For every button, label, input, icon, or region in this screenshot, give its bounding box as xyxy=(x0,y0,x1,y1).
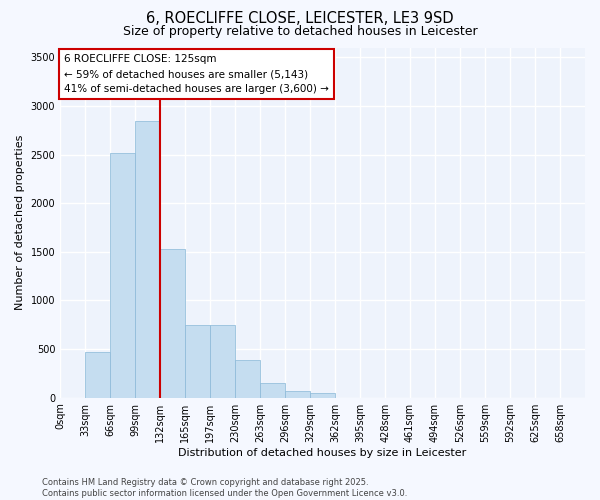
Bar xyxy=(85,352,110,398)
Bar xyxy=(185,324,210,398)
Text: Contains HM Land Registry data © Crown copyright and database right 2025.
Contai: Contains HM Land Registry data © Crown c… xyxy=(42,478,407,498)
Bar xyxy=(135,122,160,398)
Bar xyxy=(235,360,260,398)
Text: 6, ROECLIFFE CLOSE, LEICESTER, LE3 9SD: 6, ROECLIFFE CLOSE, LEICESTER, LE3 9SD xyxy=(146,11,454,26)
Bar xyxy=(260,383,285,398)
Bar xyxy=(160,249,185,398)
Bar xyxy=(210,324,235,398)
Text: 6 ROECLIFFE CLOSE: 125sqm
← 59% of detached houses are smaller (5,143)
41% of se: 6 ROECLIFFE CLOSE: 125sqm ← 59% of detac… xyxy=(64,54,329,94)
Bar xyxy=(285,392,310,398)
Y-axis label: Number of detached properties: Number of detached properties xyxy=(15,135,25,310)
Bar xyxy=(110,152,135,398)
Text: Size of property relative to detached houses in Leicester: Size of property relative to detached ho… xyxy=(122,25,478,38)
Bar xyxy=(310,393,335,398)
X-axis label: Distribution of detached houses by size in Leicester: Distribution of detached houses by size … xyxy=(178,448,467,458)
